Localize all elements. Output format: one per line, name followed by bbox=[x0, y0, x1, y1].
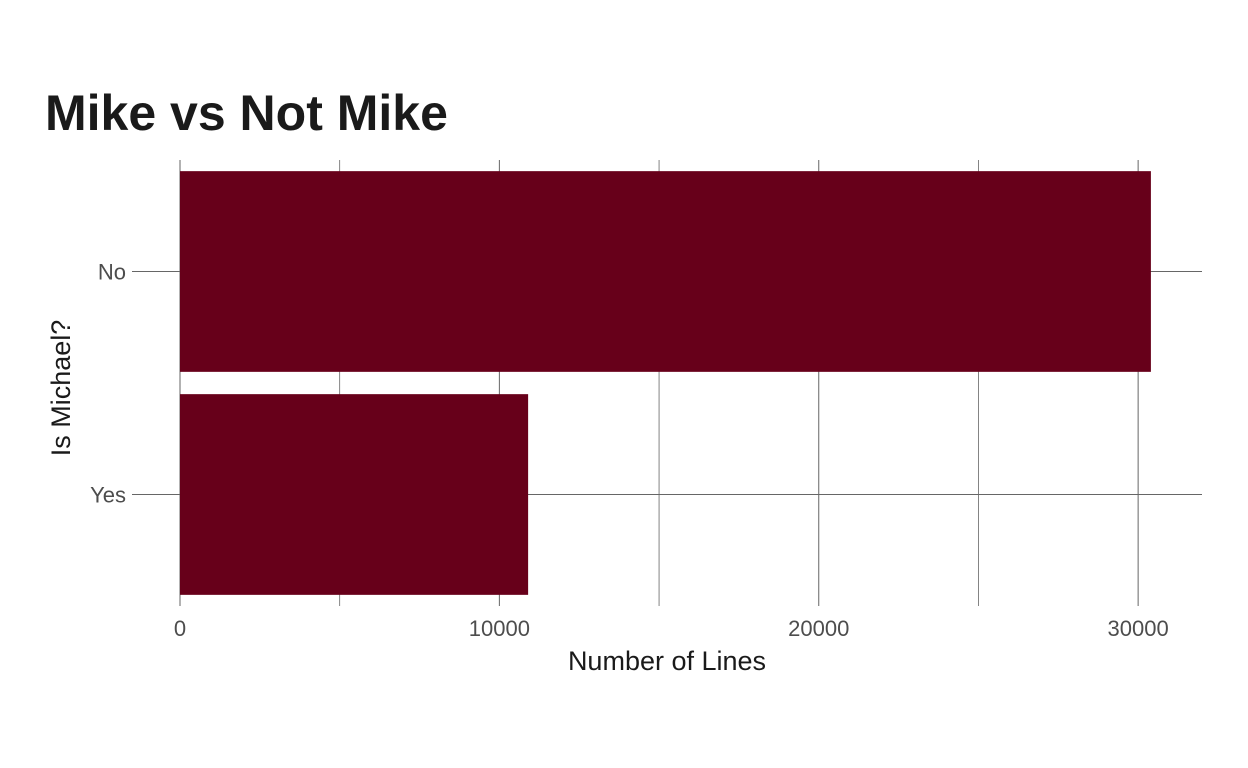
bars bbox=[180, 171, 1151, 595]
y-tick-label: Yes bbox=[90, 483, 126, 508]
y-axis-title: Is Michael? bbox=[46, 320, 76, 457]
y-tick-labels: No Yes bbox=[90, 260, 126, 508]
bar-yes bbox=[180, 394, 529, 595]
x-tick-labels: 0 10000 20000 30000 bbox=[174, 616, 1169, 641]
y-tick-label: No bbox=[98, 260, 126, 285]
bar-no bbox=[180, 171, 1151, 372]
chart-title: Mike vs Not Mike bbox=[45, 85, 448, 141]
x-tick-label: 20000 bbox=[788, 616, 849, 641]
x-axis-title: Number of Lines bbox=[568, 646, 766, 676]
x-tick-label: 10000 bbox=[469, 616, 530, 641]
x-tick-label: 0 bbox=[174, 616, 186, 641]
x-tick-label: 30000 bbox=[1108, 616, 1169, 641]
